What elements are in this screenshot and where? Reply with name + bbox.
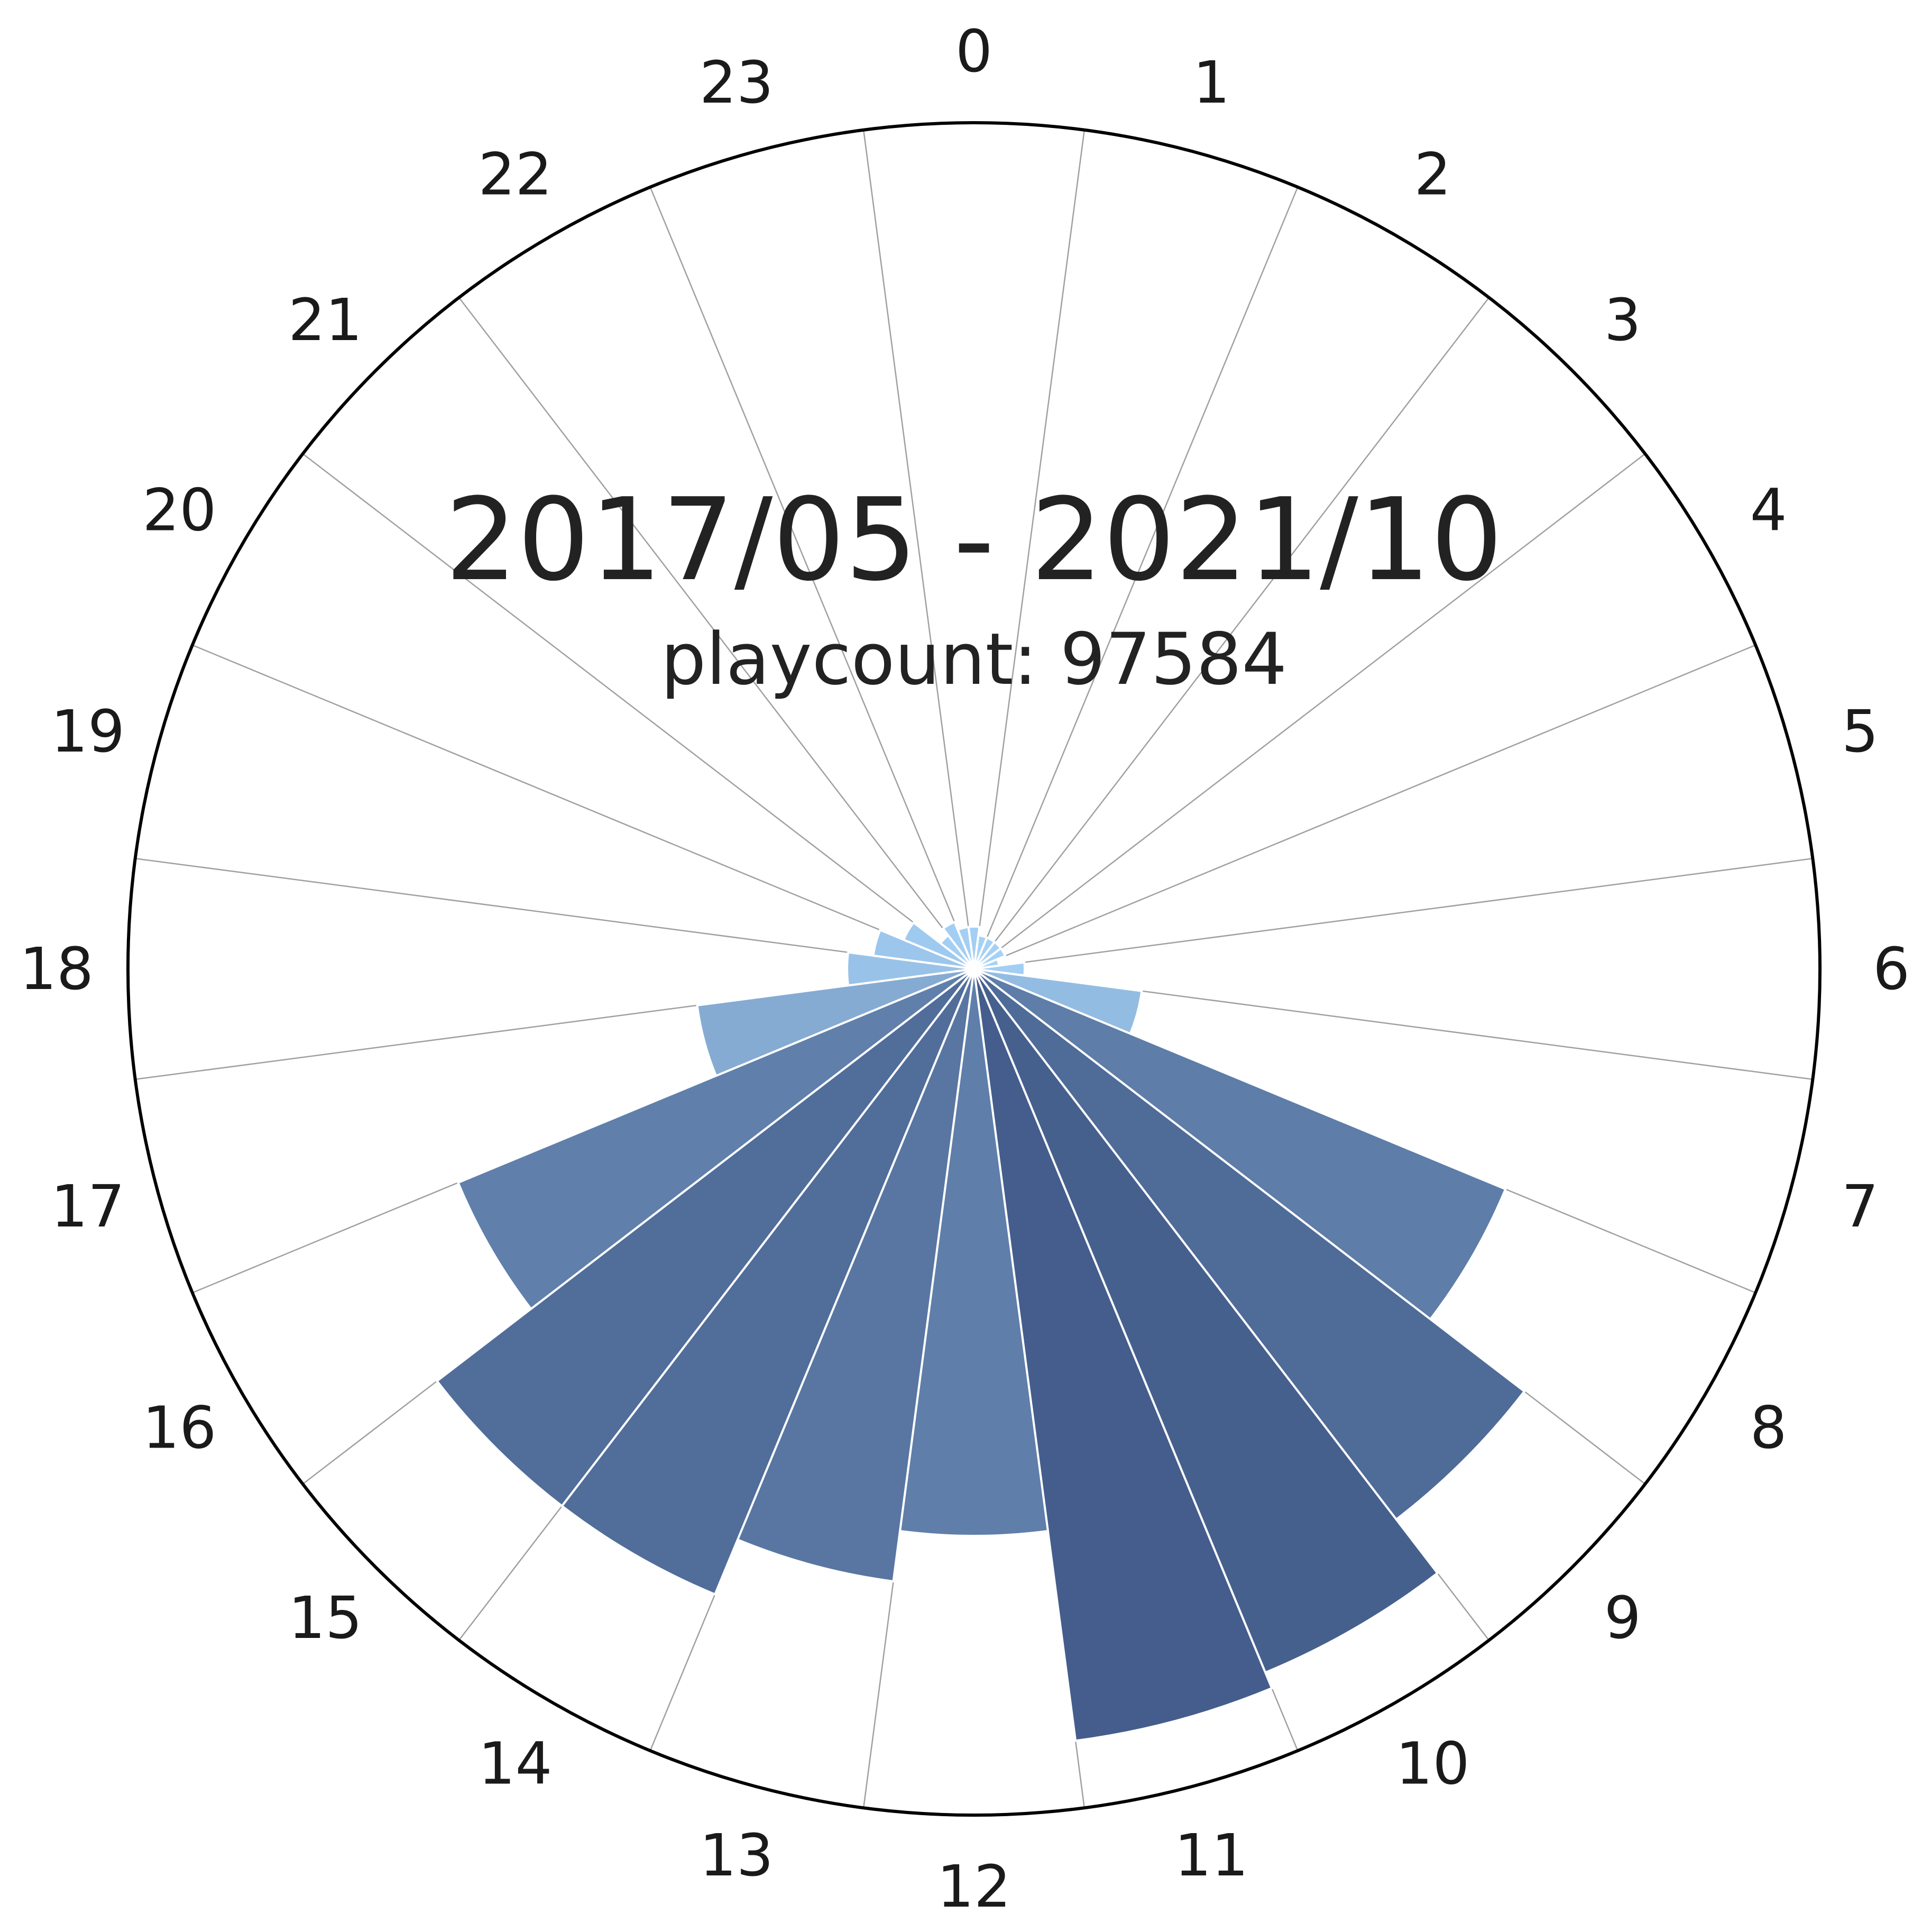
tick-label-hour-2: 2 xyxy=(1414,140,1451,208)
tick-label-hour-16: 16 xyxy=(142,1394,216,1462)
tick-label-hour-8: 8 xyxy=(1750,1394,1787,1462)
tick-label-hour-23: 23 xyxy=(700,49,774,116)
bar-hour-22 xyxy=(941,920,975,970)
bar-hour-11 xyxy=(973,968,1273,1742)
bar-hour-8 xyxy=(973,968,1507,1321)
bar-hour-13 xyxy=(736,968,975,1583)
tick-label-hour-11: 11 xyxy=(1174,1821,1248,1889)
tick-label-hour-7: 7 xyxy=(1842,1173,1879,1240)
tick-label-hour-6: 6 xyxy=(1873,935,1910,1003)
gridline-23 xyxy=(862,130,975,969)
chart-title: 2017/05 - 2021/10 xyxy=(445,473,1503,606)
tick-label-hour-10: 10 xyxy=(1396,1730,1470,1798)
bar-hour-16 xyxy=(456,968,975,1311)
bar-hour-17 xyxy=(696,968,974,1077)
bar-hour-23 xyxy=(956,926,975,969)
bar-hour-18 xyxy=(846,951,974,987)
bar-hour-9 xyxy=(973,968,1526,1521)
tick-label-hour-17: 17 xyxy=(51,1173,125,1240)
tick-label-hour-21: 21 xyxy=(288,286,362,354)
gridline-22 xyxy=(649,187,975,969)
tick-label-hour-18: 18 xyxy=(20,935,94,1003)
tick-label-hour-22: 22 xyxy=(479,140,553,208)
gridline-2 xyxy=(973,297,1489,969)
gridline-21 xyxy=(458,297,974,969)
hour-bars xyxy=(435,920,1526,1742)
tick-label-hour-19: 19 xyxy=(51,698,125,765)
gridline-1 xyxy=(973,187,1299,969)
bar-hour-15 xyxy=(435,968,975,1508)
tick-label-hour-20: 20 xyxy=(142,477,216,544)
bar-hour-20 xyxy=(902,921,975,970)
tick-label-hour-0: 0 xyxy=(955,17,992,85)
outer-circle xyxy=(126,121,1822,1817)
gridline-19 xyxy=(192,644,974,970)
gridline-3 xyxy=(973,453,1646,969)
bar-hour-14 xyxy=(560,968,975,1596)
bar-hour-10 xyxy=(973,968,1439,1674)
tick-label-hour-5: 5 xyxy=(1842,698,1879,765)
tick-label-hour-13: 13 xyxy=(700,1821,774,1889)
tick-label-hour-9: 9 xyxy=(1604,1584,1641,1652)
bar-hour-12 xyxy=(898,968,1050,1537)
tick-label-hour-1: 1 xyxy=(1193,49,1230,116)
tick-label-hour-15: 15 xyxy=(288,1584,362,1652)
chart-subtitle: playcount: 97584 xyxy=(661,618,1288,701)
tick-label-hour-14: 14 xyxy=(479,1730,553,1798)
tick-label-hour-3: 3 xyxy=(1604,286,1641,354)
gridline-0 xyxy=(973,130,1086,969)
bar-hour-4 xyxy=(973,947,1007,970)
gridline-4 xyxy=(973,644,1756,970)
gridline-20 xyxy=(302,453,974,969)
tick-label-hour-12: 12 xyxy=(937,1853,1011,1920)
gridline-18 xyxy=(135,857,974,970)
gridline-5 xyxy=(973,857,1813,970)
tick-label-hour-4: 4 xyxy=(1750,477,1787,544)
